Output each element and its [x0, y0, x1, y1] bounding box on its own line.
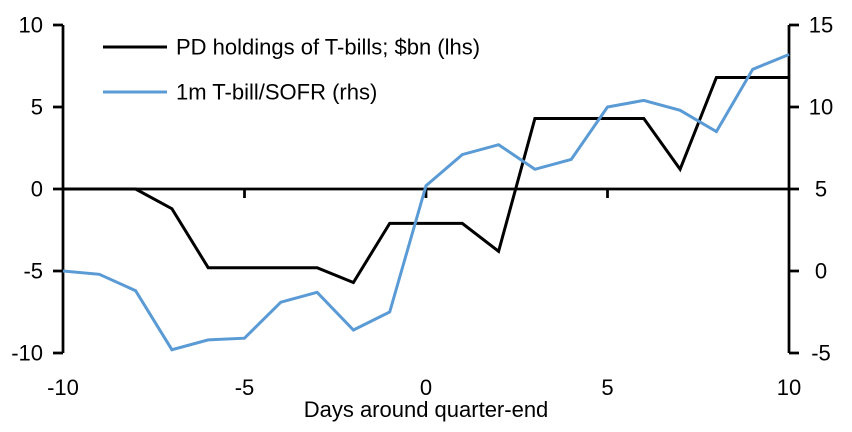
x-axis-tick-label: -5	[235, 375, 255, 400]
legend-label: 1m T-bill/SOFR (rhs)	[176, 80, 377, 105]
left-axis-tick-label: 0	[31, 177, 43, 202]
right-axis-tick-label: -5	[811, 341, 831, 366]
series-line-pd-holdings	[63, 76, 789, 285]
x-axis-tick-label: 10	[777, 375, 801, 400]
left-axis-tick-label: 5	[31, 95, 43, 120]
legend-label: PD holdings of T-bills; $bn (lhs)	[176, 35, 480, 60]
x-axis-tick-label: -10	[47, 375, 79, 400]
x-axis-tick-label: 5	[601, 375, 613, 400]
x-axis-title: Days around quarter-end	[303, 397, 549, 422]
right-axis-tick-label: 5	[815, 177, 827, 202]
x-axis-tick-label: 0	[420, 375, 432, 400]
right-axis-tick-label: 10	[809, 95, 833, 120]
series-line-tbill-sofr	[62, 53, 790, 352]
right-axis-tick-label: 0	[815, 259, 827, 284]
left-axis-tick-label: -10	[11, 341, 43, 366]
right-axis-tick-label: 15	[809, 13, 833, 38]
left-axis-tick-label: -5	[23, 259, 43, 284]
left-axis-tick-label: 10	[19, 13, 43, 38]
